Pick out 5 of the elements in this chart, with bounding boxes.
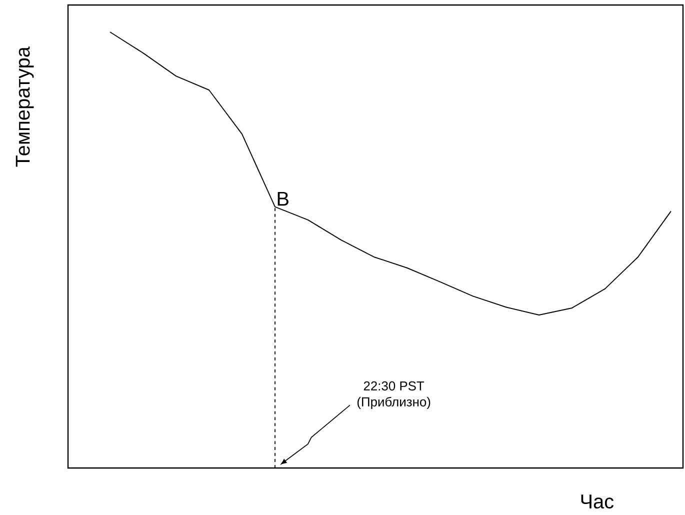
x-axis-title: Час	[581, 494, 614, 509]
y-axis-title: Температура	[16, 46, 34, 167]
annotation: 22:30 PST	[364, 381, 424, 391]
annotation: B	[278, 192, 288, 206]
annotation: (Приблизно)	[357, 396, 430, 410]
